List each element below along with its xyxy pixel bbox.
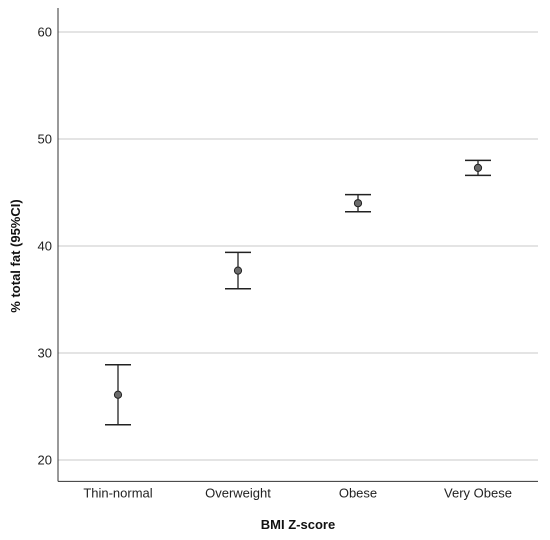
- errorbar-group: [225, 251, 251, 290]
- y-tick-label: 20: [38, 453, 52, 468]
- x-tick-label: Obese: [339, 485, 377, 500]
- y-tick-label: 50: [38, 132, 52, 147]
- gridlines: [58, 31, 538, 461]
- y-tick-label: 60: [38, 25, 52, 40]
- mean-point: [233, 266, 243, 275]
- axes: [57, 8, 538, 482]
- x-axis-title: BMI Z-score: [261, 517, 335, 532]
- y-tick-label: 40: [38, 239, 52, 254]
- errorbar-group: [465, 159, 491, 177]
- mean-point: [473, 163, 483, 172]
- x-tick-label: Very Obese: [444, 485, 512, 500]
- y-axis-title: % total fat (95%CI): [8, 199, 23, 312]
- x-tick-labels: Thin-normal Overweight Obese Very Obese: [83, 485, 512, 500]
- errorbar-group: [345, 193, 371, 213]
- y-tick-label: 30: [38, 346, 52, 361]
- mean-point: [353, 199, 363, 208]
- mean-point: [113, 390, 123, 399]
- x-tick-label: Thin-normal: [83, 485, 152, 500]
- data-marks: [105, 159, 491, 426]
- y-tick-labels: 20 30 40 50 60: [38, 25, 52, 468]
- errorbar-group: [105, 364, 131, 426]
- x-tick-label: Overweight: [205, 485, 271, 500]
